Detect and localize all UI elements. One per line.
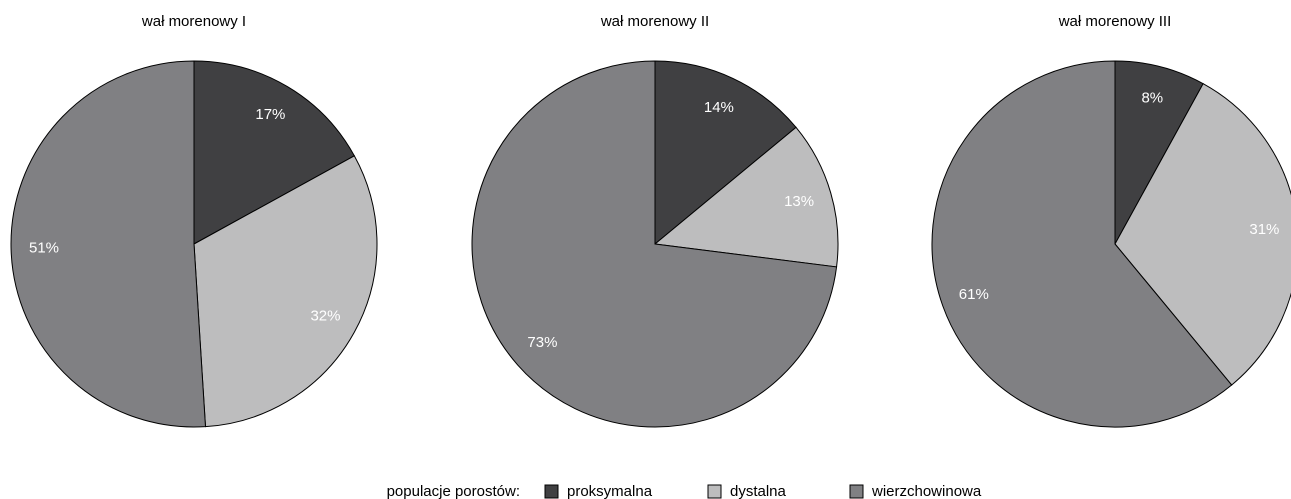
slice-label: 14% [704,99,734,116]
pie-slice [1114,82,1291,386]
pie-slice [654,60,797,246]
legend-title: populacje porostów: [387,483,520,499]
legend-label: proksymalna [567,483,653,499]
slice-label: 61% [959,286,989,303]
legend-swatch [544,484,559,499]
pie-slice [931,60,1233,428]
slice-label: 13% [784,193,814,210]
pie-slice [10,60,207,428]
pie-slice [193,60,356,245]
legend-label: dystalna [730,483,787,499]
slice-label: 73% [527,334,557,351]
pie-slice [193,155,378,428]
pie-title: wał morenowy I [141,13,246,30]
legend-swatch [707,484,722,499]
slice-label: 51% [29,240,59,257]
legend-swatch [849,484,864,499]
pie-slice [1114,60,1204,245]
pie-slice [653,126,839,268]
pie-slice [471,60,838,428]
pie-title: wał morenowy II [600,13,709,30]
slice-label: 17% [255,106,285,123]
pie-title: wał morenowy III [1058,13,1172,30]
slice-label: 32% [310,307,340,324]
legend-label: wierzchowinowa [871,483,982,499]
slice-label: 8% [1141,90,1163,107]
slice-label: 31% [1249,221,1279,238]
